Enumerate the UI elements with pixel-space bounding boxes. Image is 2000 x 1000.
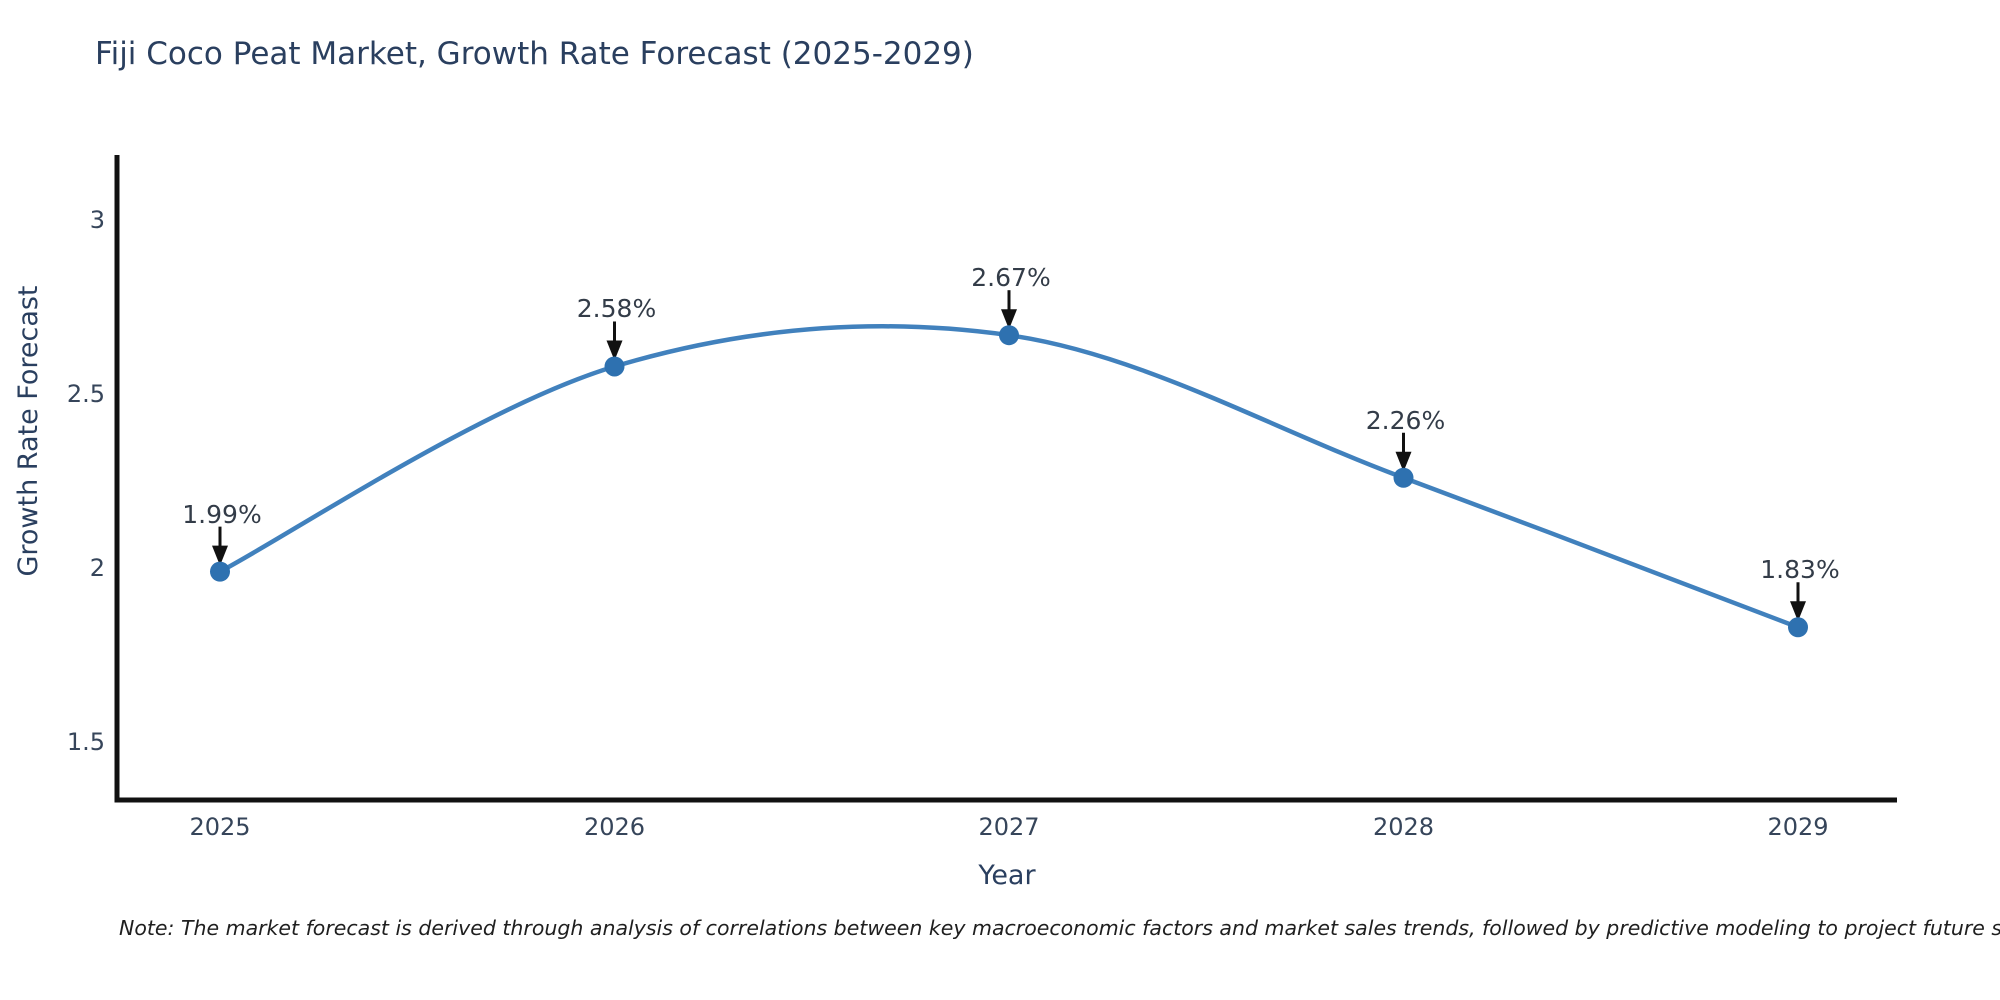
footnote: Note: The market forecast is derived thr… (119, 916, 2000, 940)
data-point-2028[interactable] (1393, 467, 1414, 488)
data-label: 1.83% (1760, 555, 1840, 585)
data-point-2029[interactable] (1788, 617, 1808, 638)
data-label: 1.99% (182, 499, 262, 529)
chart-title: Fiji Coco Peat Market, Growth Rate Forec… (95, 36, 974, 72)
data-point-2026[interactable] (604, 356, 625, 377)
data-point-2025[interactable] (210, 561, 230, 582)
annotation-arrowhead-icon (212, 545, 228, 566)
forecast-line (217, 324, 1801, 630)
data-point-2027[interactable] (999, 325, 1019, 346)
y-tick-label: 1.5 (66, 728, 105, 756)
annotation-arrowhead-icon (1790, 601, 1806, 622)
annotation-arrowhead-icon (1001, 309, 1017, 330)
annotation-arrowhead-icon (606, 340, 623, 361)
data-label: 2.67% (971, 263, 1051, 293)
annotation-arrowhead-icon (1395, 451, 1412, 472)
x-tick-label: 2028 (1372, 813, 1435, 841)
x-tick-label: 2026 (583, 813, 646, 841)
y-tick-label: 2 (89, 554, 105, 583)
y-tick-label: 2.5 (66, 380, 105, 409)
x-tick-label: 2029 (1767, 813, 1829, 841)
y-tick-label: 3 (89, 206, 105, 235)
data-label: 2.26% (1365, 405, 1446, 435)
x-axis-title: Year (978, 860, 1036, 891)
x-tick-label: 2025 (189, 813, 251, 841)
data-label: 2.58% (576, 294, 657, 324)
x-tick-label: 2027 (978, 813, 1040, 841)
